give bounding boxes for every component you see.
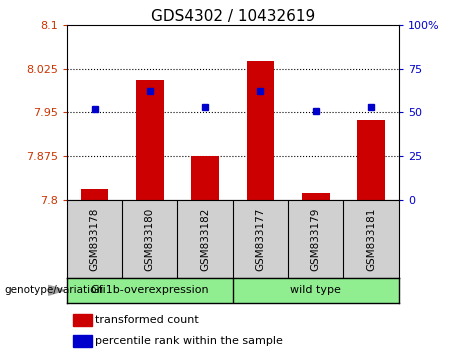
Text: GSM833181: GSM833181 — [366, 207, 376, 271]
Bar — [73, 314, 92, 326]
Text: Gfi1b-overexpression: Gfi1b-overexpression — [90, 285, 209, 295]
Title: GDS4302 / 10432619: GDS4302 / 10432619 — [151, 8, 315, 24]
Bar — [247, 61, 274, 200]
Bar — [73, 335, 92, 347]
Bar — [191, 156, 219, 200]
Text: GSM833179: GSM833179 — [311, 207, 321, 271]
Text: transformed count: transformed count — [95, 315, 199, 325]
Text: GSM833182: GSM833182 — [200, 207, 210, 271]
Polygon shape — [48, 285, 65, 295]
Bar — [357, 120, 385, 200]
Text: genotype/variation: genotype/variation — [5, 285, 104, 295]
Bar — [302, 193, 330, 200]
Bar — [136, 80, 164, 200]
Bar — [81, 189, 108, 200]
Text: wild type: wild type — [290, 285, 341, 295]
Text: GSM833177: GSM833177 — [255, 207, 266, 271]
Text: GSM833180: GSM833180 — [145, 207, 155, 270]
Text: GSM833178: GSM833178 — [89, 207, 100, 271]
Text: percentile rank within the sample: percentile rank within the sample — [95, 336, 283, 346]
